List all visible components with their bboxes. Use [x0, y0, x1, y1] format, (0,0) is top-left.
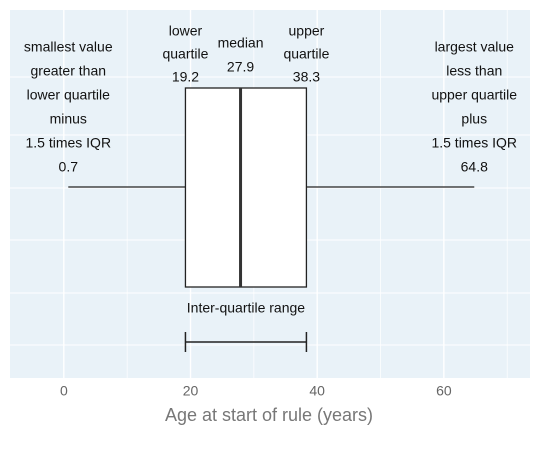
annotation: quartile [283, 46, 329, 62]
x-axis-label: Age at start of rule (years) [165, 405, 373, 425]
annotation: 1.5 times IQR [431, 135, 517, 151]
annotation: quartile [162, 46, 208, 62]
value-label: 0.7 [59, 159, 79, 175]
annotation: largest value [435, 39, 515, 55]
annotation: lower quartile [27, 87, 110, 103]
annotation: lower [169, 23, 203, 39]
annotation: upper quartile [431, 87, 517, 103]
x-tick-label: 40 [309, 383, 325, 399]
annotation: less than [446, 63, 502, 79]
box [184, 87, 308, 288]
value-label: 19.2 [172, 69, 199, 85]
x-tick-label: 20 [183, 383, 199, 399]
iqr-label: Inter-quartile range [187, 300, 306, 316]
annotation: upper [289, 23, 325, 39]
annotation: median [218, 35, 264, 51]
annotation: greater than [31, 63, 107, 79]
annotation: 1.5 times IQR [25, 135, 111, 151]
annotation: plus [461, 111, 487, 127]
value-label: 38.3 [293, 69, 320, 85]
x-tick-label: 60 [436, 383, 452, 399]
value-label: 64.8 [461, 159, 488, 175]
value-label: 27.9 [227, 59, 254, 75]
x-tick-label: 0 [60, 383, 68, 399]
annotation: minus [50, 111, 87, 127]
annotation: smallest value [24, 39, 113, 55]
